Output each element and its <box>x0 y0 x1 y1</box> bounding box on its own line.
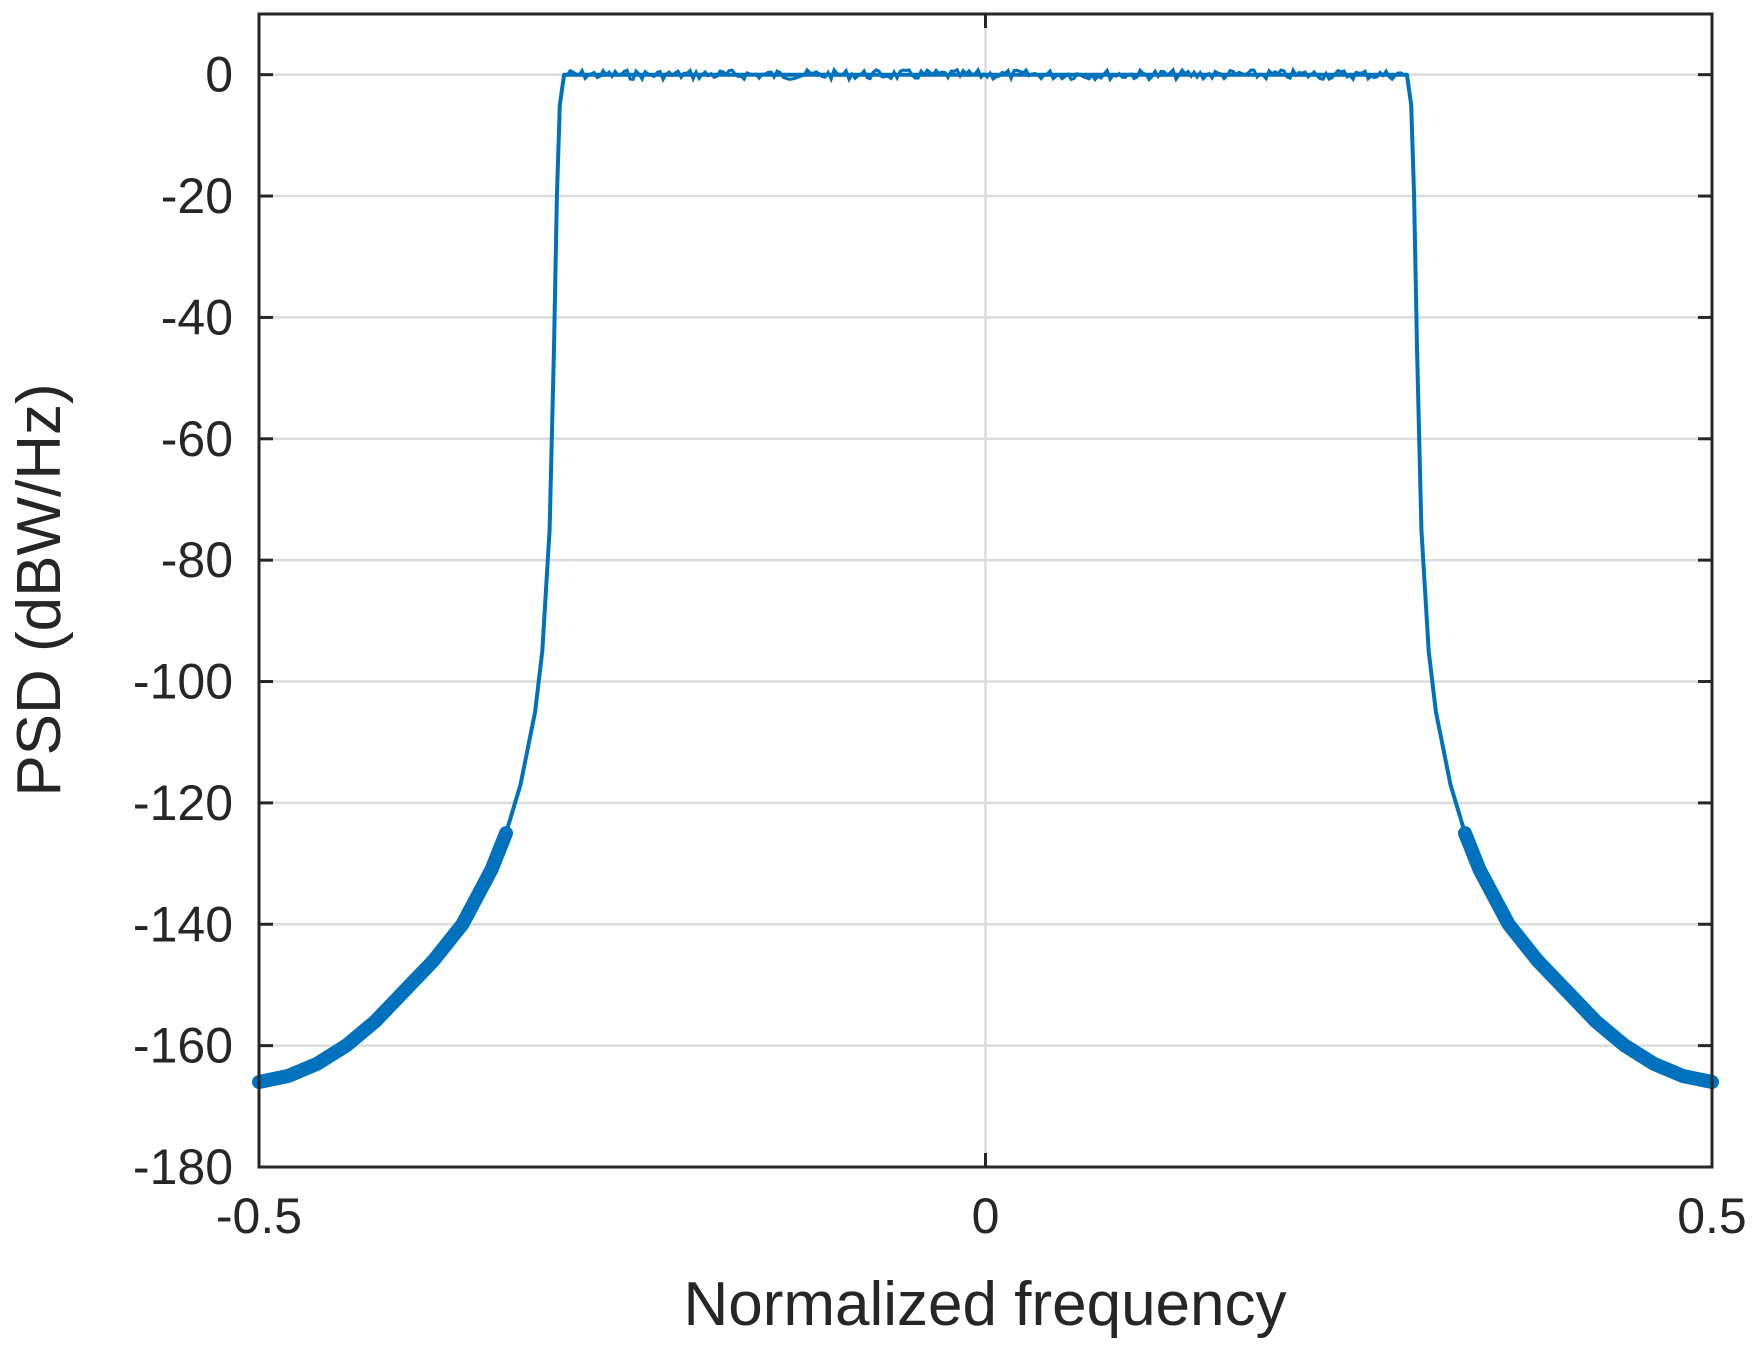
psd-passband-ripple <box>562 66 1405 84</box>
x-tick-label: -0.5 <box>216 1188 302 1244</box>
grid-lines <box>257 14 1714 1169</box>
x-axis-label: Normalized frequency <box>683 1270 1286 1339</box>
y-tick-label: -100 <box>133 654 233 710</box>
y-tick-label: -180 <box>133 1139 233 1195</box>
y-tick-label: -140 <box>133 896 233 952</box>
y-tick-label: -160 <box>133 1018 233 1074</box>
y-tick-label: -60 <box>161 411 233 467</box>
psd-right-skirt <box>1458 826 1719 1089</box>
x-tick-label: 0.5 <box>1677 1188 1747 1244</box>
x-tick-label: 0 <box>972 1188 1000 1244</box>
tick-labels: 0 -20 -40 -60 -80 -100 -120 -140 -160 -180-0.5 0 0.… <box>133 47 1747 1244</box>
axis-ticks <box>257 14 1714 1169</box>
psd-series <box>252 66 1719 1089</box>
y-tick-label: -120 <box>133 775 233 831</box>
y-tick-label: -40 <box>161 289 233 345</box>
psd-left-skirt <box>252 826 513 1089</box>
y-tick-label: -20 <box>161 168 233 224</box>
y-axis-label: PSD (dBW/Hz) <box>5 383 74 796</box>
y-tick-label: -80 <box>161 532 233 588</box>
y-tick-label: 0 <box>205 47 233 103</box>
